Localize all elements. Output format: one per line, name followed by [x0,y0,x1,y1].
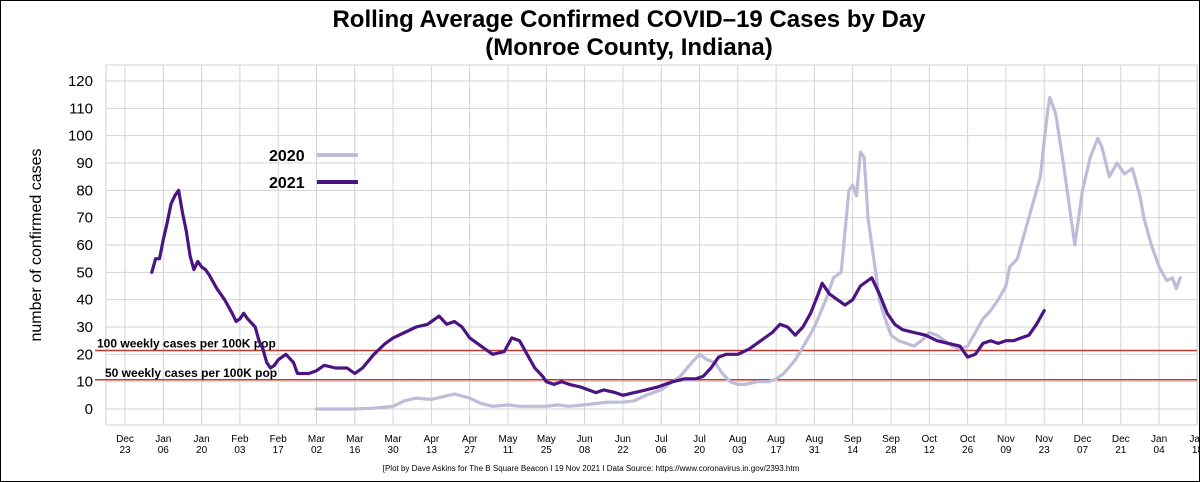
x-tick-label-day: 20 [196,445,208,456]
x-tick-label-day: 21 [1115,445,1127,456]
y-tick-label: 0 [85,401,93,418]
x-tick-label-month: Dec [116,434,134,445]
legend-label-2021: 2021 [269,175,305,192]
x-tick-label-day: 28 [885,445,897,456]
y-tick-label: 80 [76,182,93,199]
legend: 2020 2021 [269,148,358,192]
y-tick-label: 110 [69,100,93,117]
y-tick-label: 10 [76,374,93,391]
credit-line: [Plot by Dave Askins for The B Square Be… [383,464,800,473]
x-tick-label-month: Jan [1189,434,1199,445]
grid-lines [105,64,1198,426]
x-tick-label-month: May [499,434,518,445]
x-tick-label-month: Aug [729,434,747,445]
y-tick-label: 60 [76,237,93,254]
x-tick-label-month: Aug [767,434,785,445]
y-axis-ticks: 0 10 20 30 40 50 60 70 80 90 100 110 120 [68,73,93,418]
x-tick-label-day: 18 [1192,445,1199,456]
x-tick-label-day: 22 [617,445,629,456]
x-tick-label-month: Apr [462,434,478,445]
x-tick-label-month: Mar [384,434,402,445]
x-tick-label-month: Jul [655,434,668,445]
y-tick-label: 120 [68,73,93,90]
y-axis-label: number of confirmed cases [28,149,45,342]
y-tick-label: 40 [76,292,93,309]
x-tick-label-month: Oct [922,434,938,445]
x-tick-label-day: 06 [158,445,170,456]
x-tick-label-month: Jul [693,434,706,445]
y-tick-label: 90 [76,155,93,172]
x-tick-label-day: 23 [1039,445,1051,456]
x-tick-label-month: Oct [960,434,976,445]
x-tick-label-day: 09 [1000,445,1012,456]
x-tick-label-day: 20 [694,445,706,456]
y-tick-label: 100 [68,128,93,145]
x-tick-label-month: Sep [882,434,900,445]
y-tick-label: 70 [76,210,93,227]
x-tick-label-day: 17 [273,445,285,456]
series-line-2021 [150,188,1046,397]
x-axis-ticks: Dec23Jan06Jan20Feb03Feb17Mar02Mar16Mar30… [116,434,1199,456]
x-tick-label-day: 14 [847,445,859,456]
x-tick-label-month: Sep [844,434,862,445]
x-tick-label-day: 11 [503,445,514,456]
x-tick-label-month: Dec [1074,434,1092,445]
x-tick-label-day: 23 [119,445,131,456]
y-tick-label: 50 [76,264,93,281]
y-tick-label: 30 [76,319,93,336]
legend-label-2020: 2020 [269,148,305,165]
chart-subtitle: (Monroe County, Indiana) [485,34,773,61]
x-tick-label-month: Jun [615,434,631,445]
x-tick-label-month: Jan [194,434,210,445]
series-line-2020 [314,95,1182,411]
x-tick-label-day: 06 [656,445,668,456]
x-tick-label-day: 03 [234,445,246,456]
y-tick-label: 20 [76,346,93,363]
series-lines [150,95,1182,411]
x-tick-label-month: Dec [1112,434,1130,445]
x-tick-label-day: 25 [541,445,553,456]
reference-lines: 100 weekly cases per 100K pop 50 weekly c… [95,337,1197,381]
x-tick-label-month: Feb [231,434,249,445]
x-tick-label-day: 02 [311,445,323,456]
x-tick-label-month: May [537,434,556,445]
x-tick-label-day: 03 [732,445,744,456]
chart-title: Rolling Average Confirmed COVID–19 Cases… [332,6,926,33]
x-tick-label-day: 13 [426,445,438,456]
x-tick-label-month: Nov [997,434,1015,445]
x-tick-label-month: Apr [424,434,440,445]
x-tick-label-month: Mar [346,434,364,445]
x-tick-label-day: 17 [771,445,783,456]
reference-line-label: 50 weekly cases per 100K pop [105,366,277,380]
x-tick-label-day: 08 [579,445,591,456]
reference-line-label: 100 weekly cases per 100K pop [97,337,276,351]
x-tick-label-day: 12 [924,445,936,456]
x-tick-label-month: Jan [155,434,171,445]
x-tick-label-month: Aug [806,434,824,445]
x-tick-label-month: Feb [270,434,288,445]
x-tick-label-month: Jan [1151,434,1167,445]
x-tick-label-day: 30 [388,445,400,456]
x-tick-label-month: Nov [1035,434,1053,445]
x-tick-label-day: 26 [962,445,974,456]
x-tick-label-day: 31 [809,445,821,456]
x-tick-label-month: Mar [308,434,326,445]
x-tick-label-day: 16 [349,445,361,456]
x-tick-label-day: 04 [1154,445,1166,456]
x-tick-label-day: 07 [1077,445,1089,456]
x-tick-label-day: 27 [464,445,476,456]
x-tick-label-month: Jun [577,434,593,445]
